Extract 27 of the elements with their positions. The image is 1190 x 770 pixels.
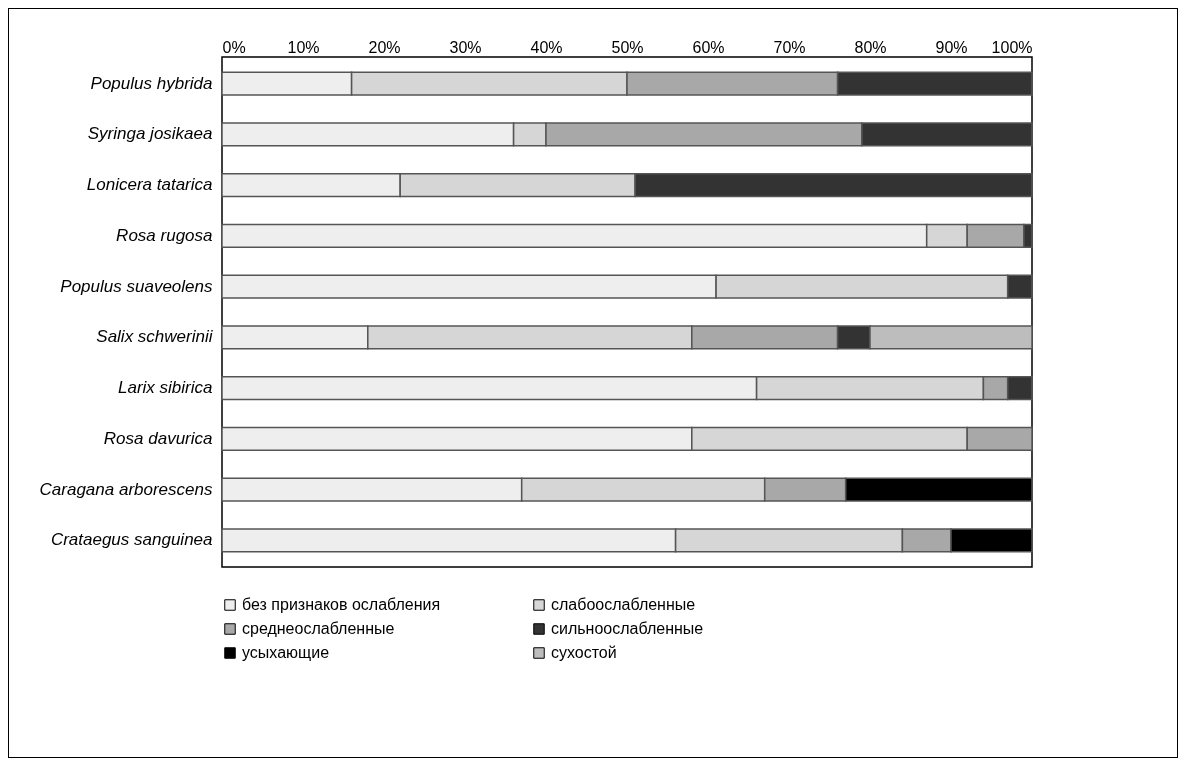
x-tick-label: 20% [368, 38, 401, 56]
y-tick-label: Crataegus sanguinea [50, 530, 213, 550]
x-tick-label: 100% [991, 38, 1033, 56]
legend-label: усыхающие [242, 644, 330, 661]
y-tick-label: Syringa josikaea [87, 124, 213, 144]
legend-label: без признаков ослабления [242, 596, 441, 613]
x-tick-label: 40% [530, 38, 563, 56]
y-tick-label: Larix sibirica [118, 378, 213, 398]
x-tick-label: 50% [611, 38, 644, 56]
x-tick-label: 30% [449, 38, 482, 56]
x-tick-label: 60% [692, 38, 725, 56]
x-tick-label: 80% [854, 38, 887, 56]
x-tick-label: 90% [935, 38, 968, 56]
y-tick-label: Populus suaveolens [60, 276, 213, 296]
x-tick-label: 70% [773, 38, 806, 56]
y-tick-label: Populus hybrida [90, 73, 213, 93]
legend-label: сухостой [551, 644, 617, 661]
y-tick-label: Salix schwerinii [96, 327, 214, 347]
y-tick-label: Lonicera tatarica [86, 175, 213, 195]
y-tick-label: Caragana arborescens [39, 479, 213, 499]
x-tick-label: 10% [287, 38, 320, 56]
x-tick-label: 0% [222, 38, 246, 56]
y-tick-label: Rosa davurica [103, 428, 213, 448]
legend-label: слабоослабленные [551, 596, 696, 613]
legend-label: сильноослабленные [551, 620, 704, 637]
legend-label: среднеослабленные [242, 620, 395, 637]
y-tick-label: Rosa rugosa [116, 225, 213, 245]
